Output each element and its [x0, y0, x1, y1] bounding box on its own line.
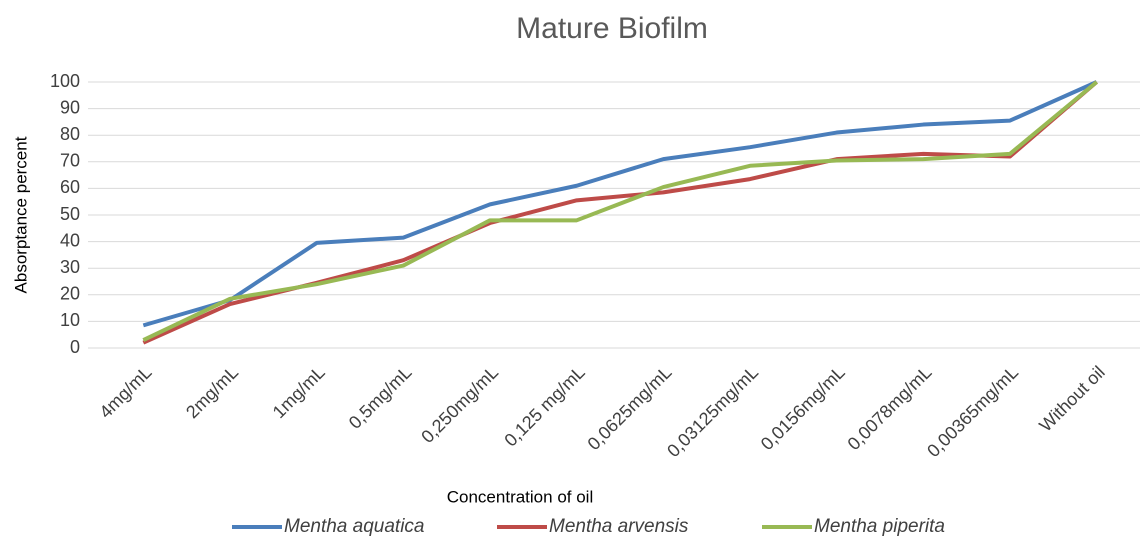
- y-tick-label: 80: [60, 124, 80, 144]
- y-tick-label: 50: [60, 204, 80, 224]
- x-tick-label: 0,0078mg/mL: [844, 362, 936, 454]
- chart-title: Mature Biofilm: [516, 12, 708, 45]
- x-tick-label: 0,0625mg/mL: [584, 362, 676, 454]
- x-tick-label: 0,03125mg/mL: [663, 362, 762, 461]
- series-line: [142, 80, 1098, 345]
- x-tick-label: 0,0156mg/mL: [757, 362, 849, 454]
- x-tick-label: 4mg/mL: [95, 362, 155, 422]
- x-tick-label: 1mg/mL: [269, 362, 329, 422]
- y-axis-label: Absorptance percent: [11, 136, 30, 293]
- series-line: [142, 80, 1098, 328]
- y-tick-label: 30: [60, 257, 80, 277]
- legend-label: Mentha arvensis: [549, 516, 689, 537]
- legend-label: Mentha aquatica: [284, 516, 425, 537]
- y-tick-label: 40: [60, 230, 80, 250]
- y-tick-label: 20: [60, 284, 80, 304]
- x-tick-label: 0,250mg/mL: [417, 362, 502, 447]
- y-tick-label: 70: [60, 151, 80, 171]
- y-tick-label: 90: [60, 97, 80, 117]
- x-axis-label: Concentration of oil: [447, 487, 593, 506]
- x-tick-label: 0,5mg/mL: [345, 362, 416, 433]
- x-tick-label: 0,00365mg/mL: [923, 362, 1022, 461]
- y-tick-label: 100: [50, 71, 80, 91]
- y-tick-label: 60: [60, 177, 80, 197]
- x-tick-label: Without oil: [1035, 362, 1109, 436]
- series-line: [142, 80, 1098, 342]
- x-tick-label: 0,125 mg/mL: [500, 362, 588, 450]
- legend-label: Mentha piperita: [814, 516, 945, 537]
- y-tick-label: 10: [60, 310, 80, 330]
- y-tick-label: 0: [70, 337, 80, 357]
- x-tick-label: 2mg/mL: [182, 362, 242, 422]
